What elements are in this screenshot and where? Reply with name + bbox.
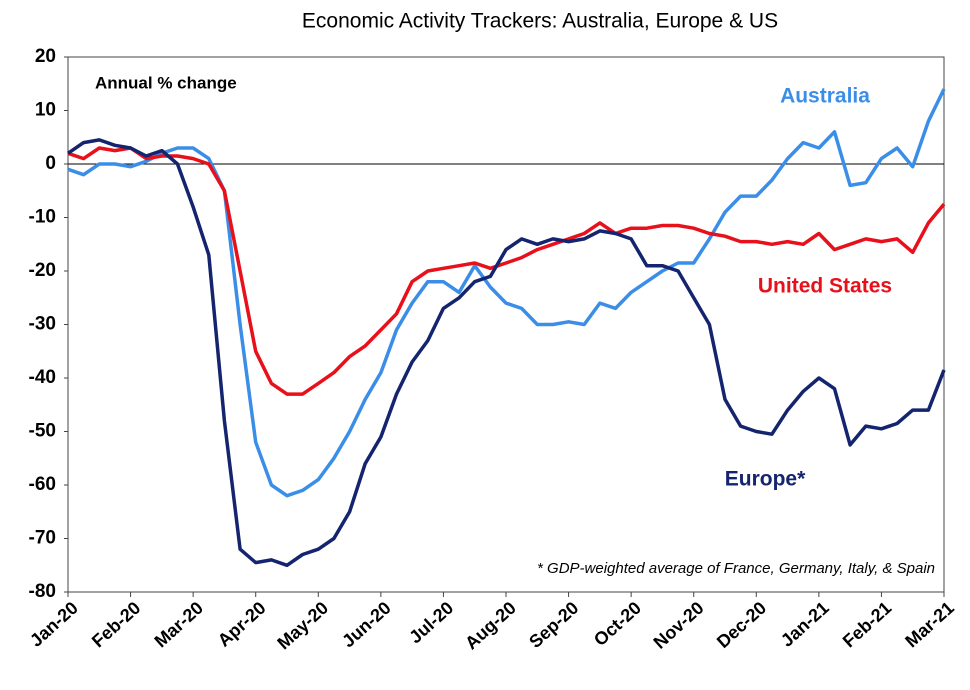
series-label: Australia [780,85,870,108]
x-tick-label: May-20 [273,598,332,654]
x-tick-label: Aug-20 [461,598,520,654]
y-tick-label: -40 [29,367,56,388]
x-tick-label: Jun-20 [338,598,395,652]
series-label: United States [758,275,892,298]
x-tick-label: Feb-20 [88,598,145,652]
x-tick-label: Feb-21 [839,598,896,652]
y-tick-label: -20 [29,260,56,281]
x-tick-label: Jan-21 [777,598,833,651]
x-tick-label: Jan-20 [26,598,82,651]
y-tick-label: 0 [45,153,56,174]
y-tick-label: -60 [29,474,56,495]
footnote: * GDP-weighted average of France, German… [537,560,935,577]
x-tick-label: Mar-21 [901,598,958,652]
chart-title: Economic Activity Trackers: Australia, E… [302,10,778,33]
y-tick-label: -10 [29,207,56,228]
series-label: Europe* [725,468,806,491]
x-tick-label: Mar-20 [150,598,207,652]
y-tick-label: 20 [35,46,56,67]
y-tick-label: 10 [35,100,56,121]
series-line [67,146,946,396]
x-tick-label: Oct-20 [590,598,645,650]
series-line [67,88,946,498]
plot-frame [67,56,945,593]
y-axis-label: Annual % change [95,73,237,92]
x-tick-label: Sep-20 [525,598,582,652]
y-tick-label: -80 [29,581,56,602]
x-tick-label: Dec-20 [713,598,770,652]
x-tick-label: Jul-20 [405,598,457,648]
y-tick-label: -50 [29,421,56,442]
x-tick-label: Nov-20 [650,598,708,653]
series-line [67,138,946,568]
x-tick-label: Apr-20 [214,598,270,651]
y-tick-label: -70 [29,528,56,549]
y-tick-label: -30 [29,314,56,335]
